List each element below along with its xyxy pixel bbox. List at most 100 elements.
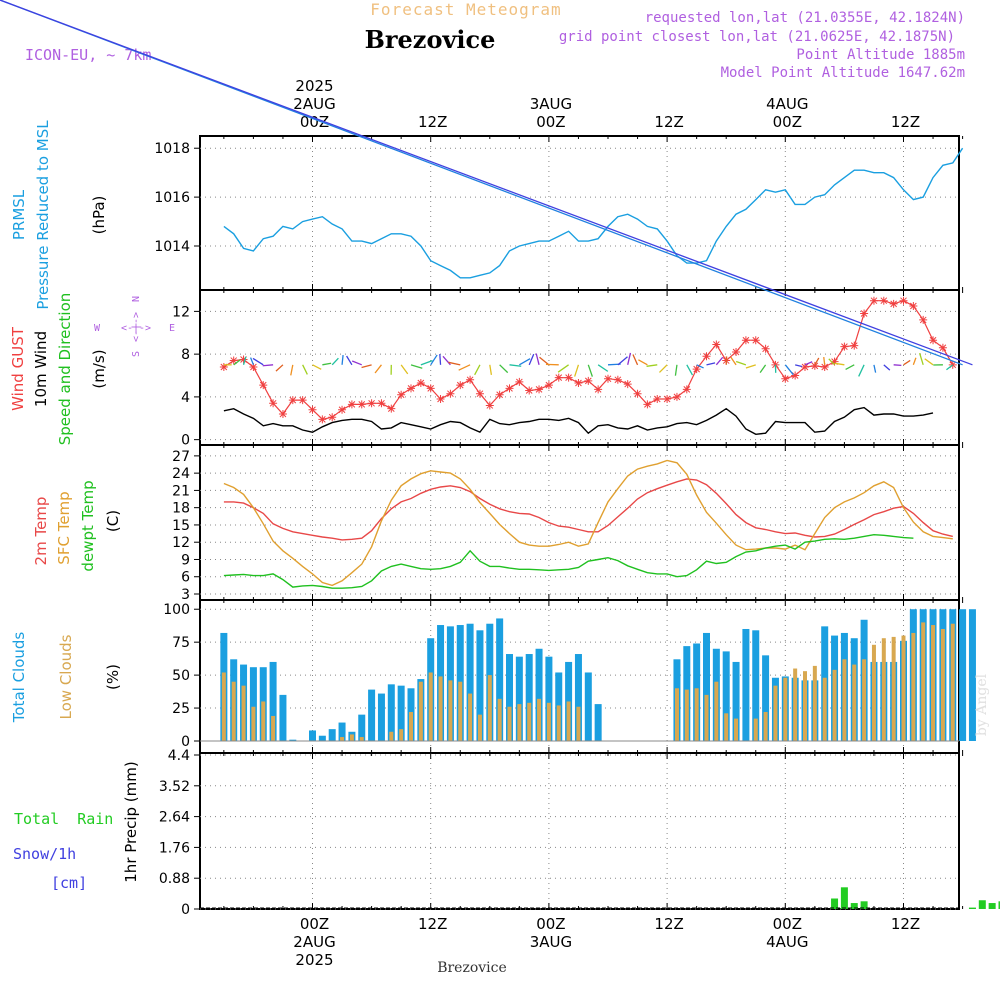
gust-marker: [653, 395, 662, 404]
dew-label: dewpt Temp: [79, 480, 97, 571]
compass-w: W: [94, 323, 101, 334]
gust-marker: [535, 385, 544, 394]
gust-marker: [613, 375, 622, 384]
gust-marker: [929, 336, 938, 345]
rain-label: Total Rain: [14, 810, 113, 828]
total-cloud-bar: [309, 730, 316, 741]
bottom-time-label: 00Z: [536, 915, 565, 933]
gust-marker: [259, 381, 268, 390]
low-cloud-bar: [812, 665, 817, 741]
low-cloud-bar: [704, 694, 709, 741]
wind-arrow: [290, 364, 294, 376]
top-time-label: 00Z: [536, 113, 565, 131]
wind-arrow: [804, 361, 813, 366]
wind-arrow: [730, 356, 737, 366]
gust-label: Wind GUST: [9, 326, 27, 411]
gust-marker: [810, 361, 819, 370]
pressure-panel: 1014 1016 1018: [154, 135, 964, 291]
low-cloud-bar: [448, 680, 453, 741]
low-cloud-bar: [399, 729, 404, 741]
wind-arrow: [557, 364, 569, 373]
wind-arrow: [400, 364, 409, 375]
low-cloud-bar: [566, 701, 571, 741]
ytick-label: 1018: [154, 141, 190, 157]
wind-arrow: [252, 357, 264, 366]
gust-marker: [495, 390, 504, 399]
bottom-time-label: 12Z: [654, 915, 683, 933]
total-cloud-bar: [584, 672, 592, 741]
compass-s: S: [131, 351, 142, 357]
low-cloud-bar: [458, 681, 463, 741]
panel-frame: [199, 135, 960, 291]
gust-marker: [239, 355, 248, 364]
low-cloud-bar: [477, 714, 482, 741]
low-cloud-bar: [773, 685, 778, 741]
gust-marker: [633, 389, 642, 398]
total-cloud-bar: [722, 651, 730, 741]
ytick-label: 100: [163, 602, 190, 618]
ytick-label: 1.76: [159, 840, 190, 856]
gust-marker: [308, 405, 317, 414]
wind-arrow: [312, 364, 322, 370]
ytick-label: 4: [181, 390, 190, 406]
gust-marker: [436, 395, 445, 404]
wind-arrow: [946, 364, 954, 371]
low-cloud-bar: [409, 712, 413, 741]
gust-marker: [623, 380, 632, 389]
total-cloud-bar: [387, 684, 395, 741]
compass-e: E: [169, 323, 175, 334]
ytick-label: 75: [172, 635, 190, 651]
total-cloud-bar: [496, 618, 504, 741]
precip-unit-label: 1hr Precip (mm): [122, 761, 140, 882]
total-cloud-bar: [752, 630, 760, 741]
ytick-label: 21: [172, 483, 190, 499]
wind-arrow: [0, 0, 973, 366]
wind-arrow: [745, 364, 756, 369]
low-cloud-bar: [871, 644, 876, 741]
pressure-labels: PRMSL Pressure Reduced to MSL (hPa): [10, 120, 108, 310]
wind-arrow: [458, 364, 471, 371]
gust-marker: [456, 381, 465, 390]
low-cloud-bar: [438, 676, 443, 741]
gust-marker: [741, 336, 750, 345]
low-cloud-bar: [694, 688, 699, 741]
low-cloud-bar: [940, 628, 945, 741]
wind-arrow: [784, 364, 794, 376]
gust-marker: [525, 386, 534, 395]
ytick-label: 15: [172, 518, 190, 534]
low-cloud-bar: [271, 715, 276, 741]
wind-arrow: [374, 364, 382, 374]
watermark: by Angel: [974, 673, 990, 736]
precip-panel: 0 0.88 1.76 2.64 3.52 4.4: [159, 748, 1000, 918]
gust-marker: [564, 373, 573, 382]
bottom-time-label: 2AUG: [293, 933, 335, 951]
wind-arrow: [873, 364, 877, 373]
gust-marker: [672, 392, 681, 401]
gust-marker: [919, 315, 928, 324]
wind-arrow: [715, 356, 724, 366]
ytick-label: 18: [172, 501, 190, 517]
ytick-label: 0: [181, 734, 190, 750]
gust-marker: [781, 374, 790, 383]
low-cloud-bar: [842, 659, 847, 741]
ytick-label: 25: [172, 701, 190, 717]
total-cloud-bar: [368, 689, 376, 741]
low-cloud-bar: [468, 693, 473, 741]
low-cloud-bar: [881, 638, 886, 741]
wind-arrow: [814, 357, 820, 366]
gust-marker: [377, 399, 386, 408]
compass-vertical: <-|->: [131, 312, 142, 342]
wind-arrow: [535, 353, 540, 365]
top-time-label: 00Z: [300, 113, 329, 131]
low-cloud-bar: [359, 737, 364, 741]
gust-marker: [347, 400, 356, 409]
gust-marker: [219, 362, 228, 371]
wind-arrow: [341, 355, 344, 365]
total-cloud-bar: [466, 623, 474, 741]
precip-labels: Total Rain Snow/1h [cm] 1hr Precip (mm): [13, 761, 140, 892]
wind-arrow: [919, 352, 924, 366]
temp-unit-label: (C): [104, 510, 122, 532]
